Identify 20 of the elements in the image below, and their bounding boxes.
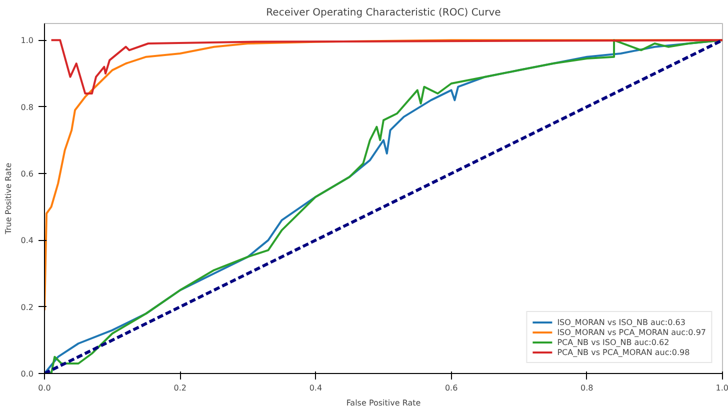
y-tick-label: 0.6: [20, 170, 34, 178]
legend-label: PCA_NB vs ISO_NB auc:0.62: [557, 337, 670, 347]
x-axis-title: False Positive Rate: [346, 398, 421, 408]
legend-label: PCA_NB vs PCA_MORAN auc:0.98: [557, 347, 690, 357]
y-tick-label: 0.2: [20, 302, 34, 312]
legend-label: ISO_MORAN vs ISO_NB auc:0.63: [557, 317, 686, 327]
legend-label: ISO_MORAN vs PCA_MORAN auc:0.97: [557, 327, 706, 337]
y-tick-label: 1.0: [20, 36, 34, 46]
x-tick-label: 0.0: [38, 384, 51, 392]
y-tick-label: 0.0: [20, 370, 34, 378]
y-axis-title: True Positive Rate: [4, 162, 13, 236]
line-series: [50, 39, 722, 94]
x-tick-label: 1.0: [716, 384, 728, 392]
x-tick-label: 0.6: [444, 384, 458, 392]
y-tick-label: 0.4: [20, 236, 34, 246]
x-tick-label: 0.8: [580, 384, 594, 392]
chart-title: Receiver Operating Characteristic (ROC) Curve: [266, 8, 501, 18]
y-tick-label: 0.8: [20, 102, 34, 112]
x-tick-label: 0.2: [174, 384, 186, 392]
x-tick-label: 0.4: [309, 384, 322, 392]
